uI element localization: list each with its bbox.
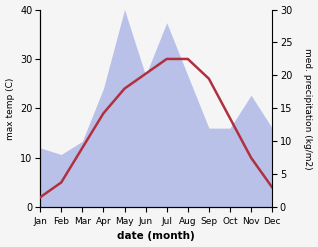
Y-axis label: max temp (C): max temp (C) xyxy=(5,77,15,140)
X-axis label: date (month): date (month) xyxy=(117,231,195,242)
Y-axis label: med. precipitation (kg/m2): med. precipitation (kg/m2) xyxy=(303,48,313,169)
